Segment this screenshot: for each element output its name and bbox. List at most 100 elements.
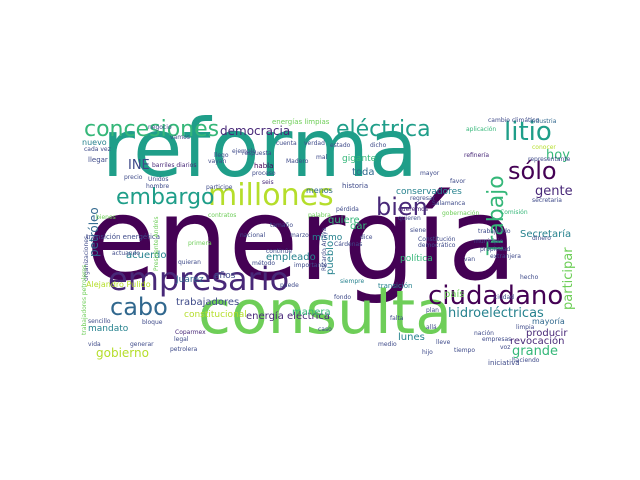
cloud-word: importante — [294, 262, 328, 269]
cloud-word: regresar — [410, 195, 436, 202]
cloud-word: verdad — [304, 140, 325, 147]
cloud-word: democracia — [220, 124, 291, 138]
cloud-word: legal — [174, 336, 189, 343]
cloud-word: pérdida — [336, 206, 359, 213]
cloud-word: quieran — [178, 259, 201, 266]
cloud-word: Presidente Andrés — [153, 216, 160, 271]
cloud-word: manera — [292, 307, 331, 318]
cloud-word: constitucional — [184, 310, 247, 320]
cloud-word: quieren — [398, 215, 421, 222]
cloud-word: nacional — [240, 232, 266, 239]
cloud-word: queremos — [398, 206, 428, 213]
cloud-word: hoy — [546, 148, 570, 163]
cloud-word: falta — [390, 315, 404, 322]
cloud-word: favor — [450, 178, 466, 185]
cloud-word: fondo — [334, 294, 352, 301]
cloud-word: dar — [350, 221, 367, 232]
cloud-word: sólo — [508, 157, 557, 185]
cloud-word: extranjera — [490, 253, 521, 260]
cloud-word: lunes — [398, 332, 425, 343]
cloud-word: petrolera — [170, 346, 198, 353]
cloud-word: país — [444, 289, 465, 300]
cloud-word: respuesta — [242, 150, 272, 157]
cloud-word: ciudad — [494, 294, 515, 301]
cloud-word: nuevo — [82, 138, 107, 147]
cloud-word: participe — [206, 184, 233, 191]
cloud-word: municipio — [474, 238, 504, 245]
cloud-word: hijo — [422, 349, 433, 356]
cloud-word: dicho — [370, 142, 387, 149]
cloud-word: allá — [426, 324, 437, 331]
cloud-word: ciudadano — [428, 281, 564, 311]
cloud-word: siempre — [340, 278, 365, 285]
cloud-word: propiedad — [480, 246, 511, 253]
cloud-word: Secretaría — [520, 229, 572, 240]
cloud-word: caso — [318, 326, 332, 333]
cloud-word: tamaño — [270, 222, 294, 229]
cloud-word: siene — [410, 227, 426, 234]
cloud-word: precio — [124, 174, 143, 181]
cloud-word: empresario — [108, 260, 290, 298]
cloud-word: millones — [208, 178, 334, 213]
cloud-word: medio — [378, 341, 397, 348]
cloud-word: estado — [330, 142, 351, 149]
cloud-word: van — [464, 256, 476, 263]
cloud-word: Cárdenas — [334, 241, 363, 248]
cloud-word: conocer — [532, 144, 556, 151]
cloud-word: toda — [352, 167, 375, 178]
cloud-word: años — [214, 271, 236, 281]
cloud-word: hidroeléctricas — [448, 306, 544, 321]
cloud-word: energía eléctrica — [246, 311, 331, 322]
cloud-word: Alejandro Pulido — [86, 280, 151, 289]
cloud-word: representante — [528, 156, 571, 163]
cloud-word: participar — [561, 247, 575, 310]
cloud-word: vamos — [170, 134, 190, 141]
cloud-word: bloque — [142, 319, 163, 326]
cloud-word: conservadores — [396, 187, 462, 197]
cloud-word: refinería — [464, 152, 490, 159]
cloud-word: empresas — [482, 336, 512, 343]
cloud-word: mismo — [312, 233, 343, 243]
cloud-word: bienes — [96, 214, 116, 221]
cloud-word: palabra — [308, 212, 331, 219]
cloud-word: haciendo — [512, 357, 540, 364]
cloud-word: democrático — [418, 242, 456, 249]
cloud-word: gobernación — [442, 210, 480, 217]
cloud-word: Juárez — [176, 275, 204, 285]
cloud-word: lleve — [436, 339, 451, 346]
cloud-word: revocación — [510, 336, 565, 347]
cloud-word: cambio climático — [488, 117, 540, 124]
cloud-word: política — [400, 254, 433, 264]
cloud-word: hombre — [146, 183, 170, 190]
cloud-word: quiere — [328, 215, 360, 226]
cloud-word: continúe — [266, 248, 293, 255]
cloud-word: cabo — [110, 293, 168, 321]
cloud-word: aplicación — [466, 126, 497, 133]
cloud-word: proceso — [252, 170, 276, 177]
cloud-word: concesiones — [84, 117, 220, 142]
cloud-word: negocio — [148, 124, 172, 131]
cloud-word: sencillo — [88, 318, 111, 325]
cloud-word: gigante — [342, 154, 377, 164]
cloud-word: hecho — [520, 274, 539, 281]
cloud-word: vida — [88, 341, 101, 348]
cloud-word: cuenta — [276, 140, 297, 147]
cloud-word: voz — [500, 344, 511, 351]
cloud-word: barriles diarios — [152, 162, 197, 169]
cloud-word: transición — [378, 282, 413, 290]
cloud-word: limpia — [516, 324, 535, 331]
cloud-word: reforma — [102, 115, 418, 195]
cloud-word: seis — [262, 179, 274, 186]
cloud-word: dinero — [532, 235, 551, 242]
cloud-word: Salamanca — [432, 200, 466, 207]
cloud-word: vayan — [208, 158, 227, 165]
cloud-word: generar — [130, 341, 154, 348]
cloud-word: plan — [426, 307, 439, 314]
cloud-word: transición energética — [86, 233, 161, 241]
cloud-word: llego — [214, 152, 229, 159]
cloud-word: primera — [188, 240, 212, 247]
cloud-word: habla — [254, 162, 274, 170]
cloud-word: puede — [280, 282, 299, 289]
cloud-word: dice — [360, 234, 373, 241]
cloud-word: Madero — [286, 158, 309, 165]
